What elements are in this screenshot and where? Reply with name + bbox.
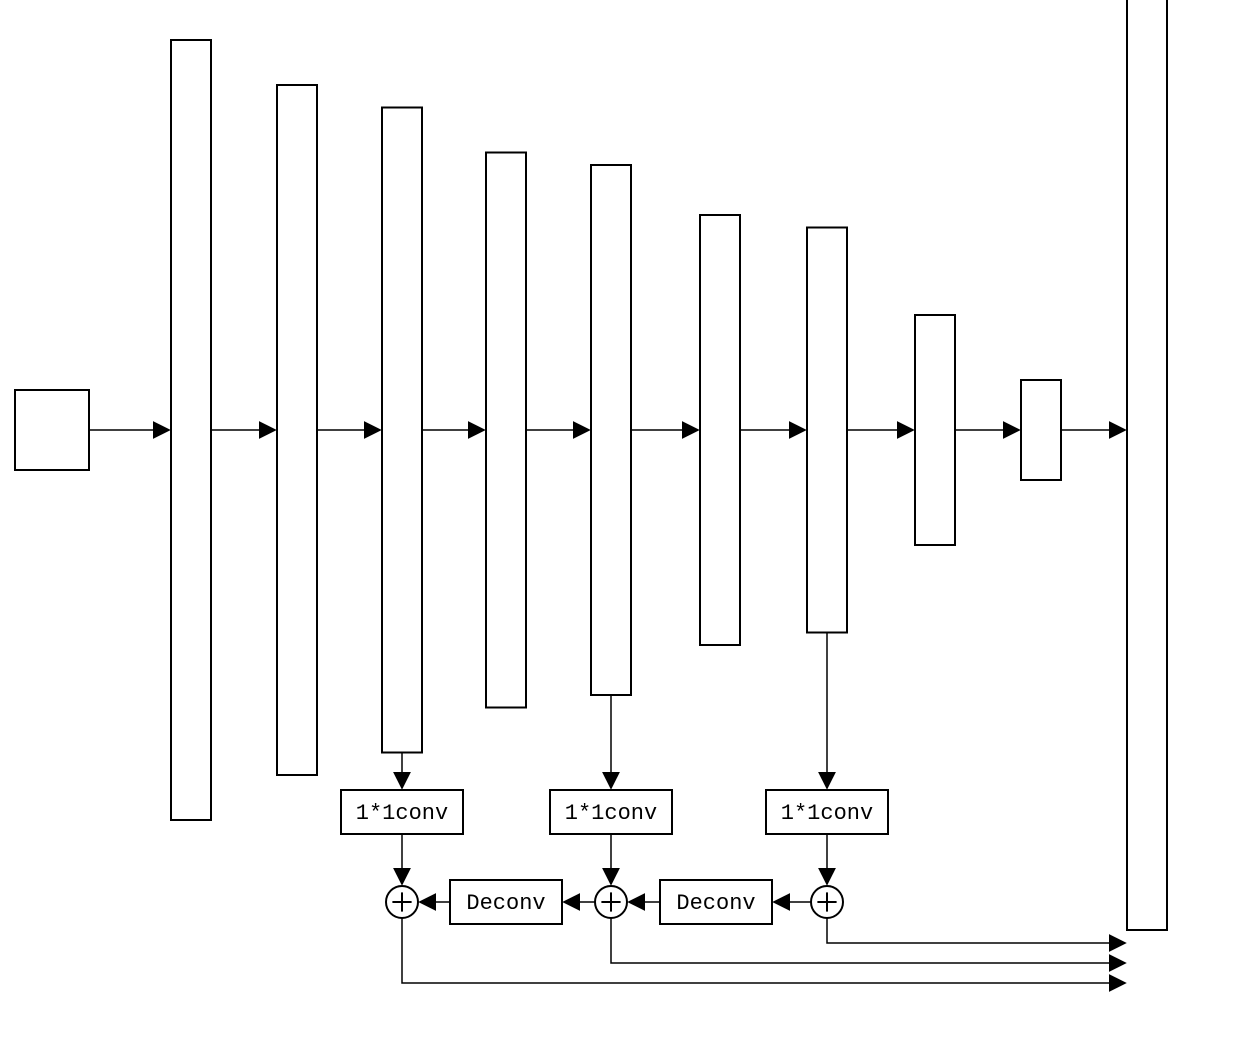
block-b6 (700, 215, 740, 645)
conv-label-c2: 1*1conv (565, 801, 657, 826)
block-b1 (171, 40, 211, 820)
block-output (1127, 0, 1167, 930)
add-node-a2 (595, 886, 627, 918)
conv-label-c3: 1*1conv (781, 801, 873, 826)
skip-a1-to-output (402, 918, 1125, 983)
block-input (15, 390, 89, 470)
conv-label-c1: 1*1conv (356, 801, 448, 826)
block-b8 (915, 315, 955, 545)
block-b9 (1021, 380, 1061, 480)
add-node-a1 (386, 886, 418, 918)
deconv-label-d2: Deconv (676, 891, 755, 916)
deconv-label-d1: Deconv (466, 891, 545, 916)
add-node-a3 (811, 886, 843, 918)
block-b4 (486, 153, 526, 708)
block-b7 (807, 228, 847, 633)
block-b3 (382, 108, 422, 753)
skip-a3-to-output (827, 918, 1125, 943)
block-b2 (277, 85, 317, 775)
block-b5 (591, 165, 631, 695)
